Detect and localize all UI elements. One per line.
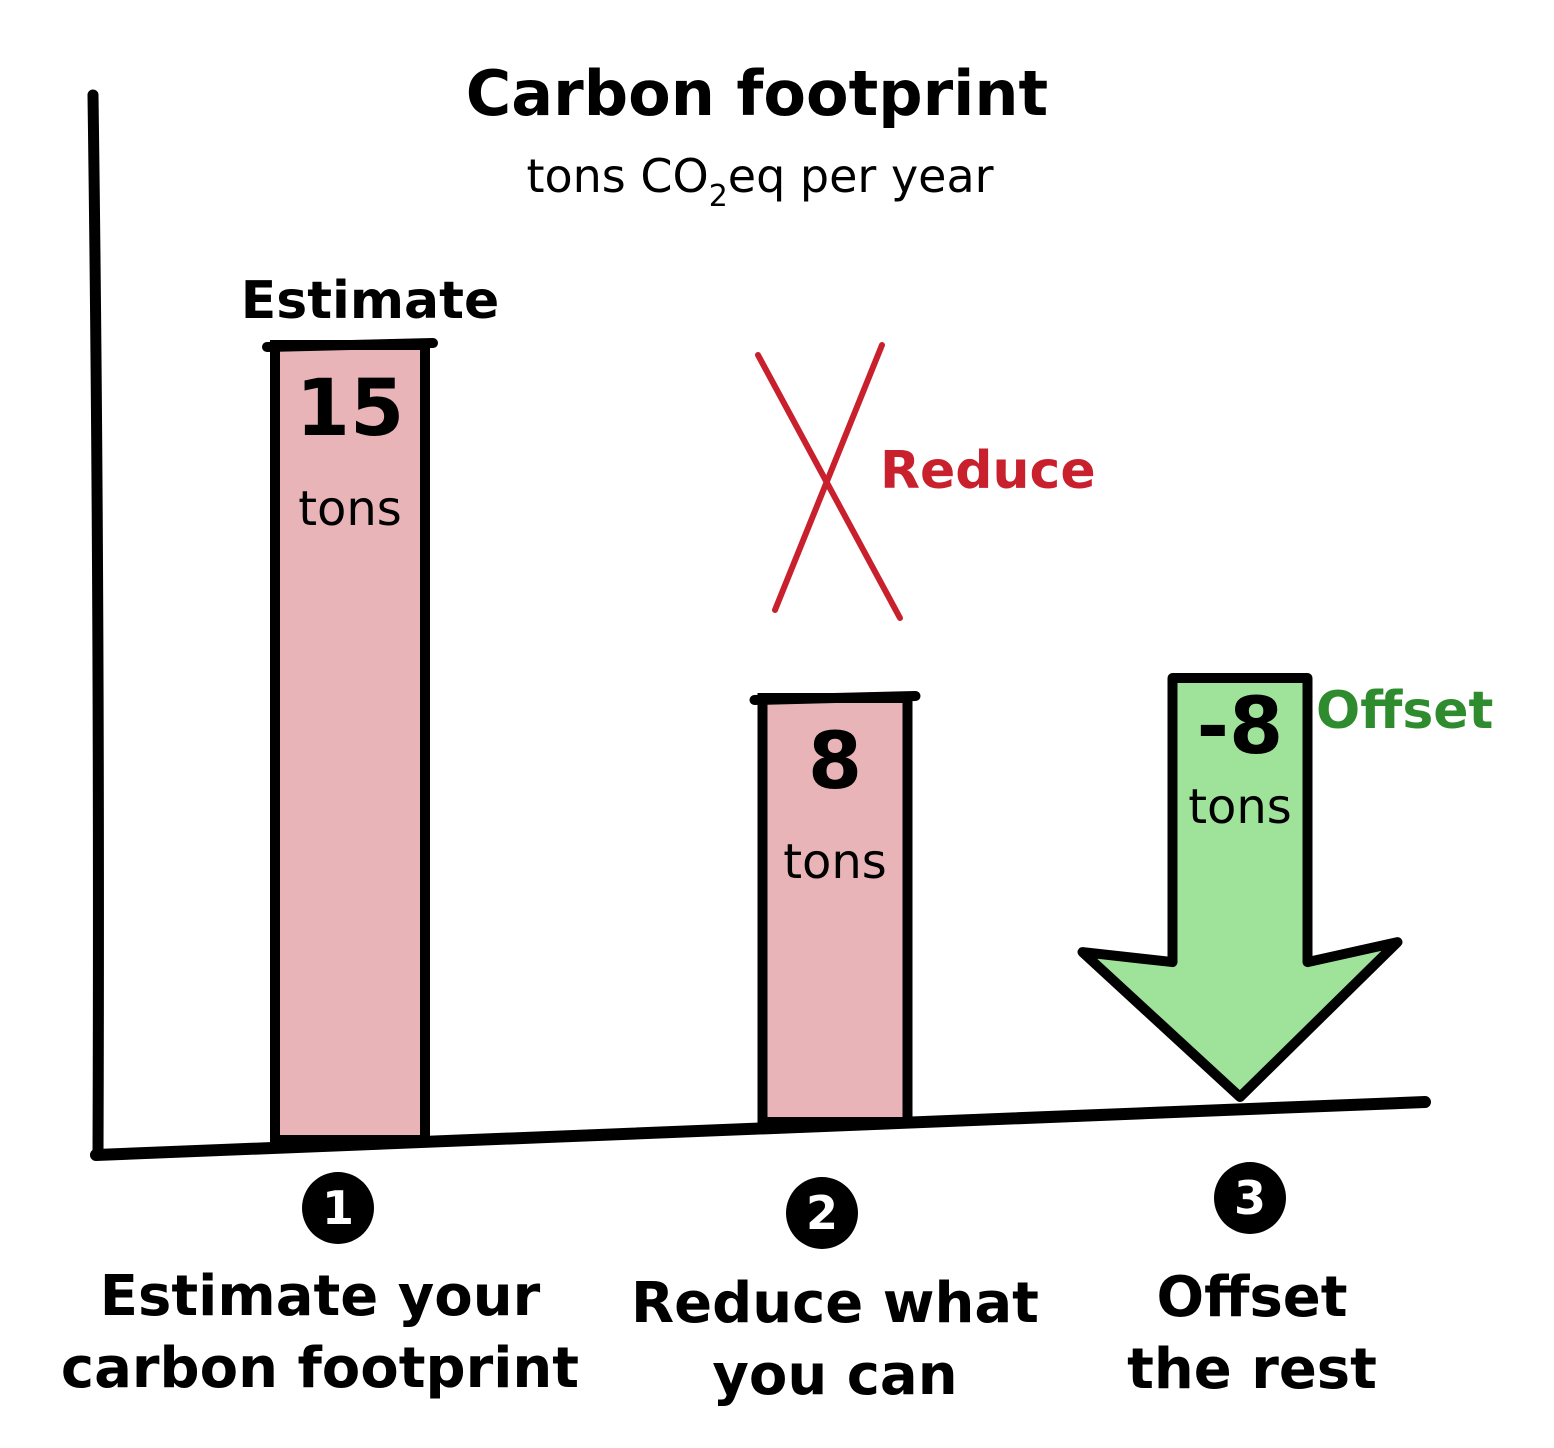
chart-title: Carbon footprint xyxy=(466,57,1048,130)
bar-2-cap xyxy=(749,691,921,705)
x-axis-line xyxy=(90,1096,1431,1161)
chart-axes xyxy=(87,89,1431,1161)
chart-subtitle: tons CO2eq per year xyxy=(526,149,993,214)
offset-arrow xyxy=(1077,673,1403,1102)
step-badge-1-number: 1 xyxy=(322,1181,354,1235)
reduce-annotation: Reduce xyxy=(880,441,1096,501)
step-caption-2-line-2: you can xyxy=(712,1343,957,1408)
bar-1-unit-label: tons xyxy=(298,481,402,537)
chart-marks xyxy=(262,338,1403,1145)
step-badge-3-number: 3 xyxy=(1234,1171,1266,1225)
chart-labels: 15 tons 8 tons -8 tons Estimate Reduce Offset 1 Es… xyxy=(61,271,1493,1408)
bar-1-value-label: 15 xyxy=(296,364,405,454)
reduce-cross-stroke-1 xyxy=(755,352,903,621)
bar-2-unit-label: tons xyxy=(783,834,887,890)
bar-3-unit-label: tons xyxy=(1188,779,1292,835)
offset-annotation: Offset xyxy=(1316,681,1493,741)
step-badge-2 xyxy=(786,1177,858,1249)
bar-3-value-label: -8 xyxy=(1197,682,1284,772)
step-caption-1-line-2: carbon footprint xyxy=(61,1336,579,1401)
step-caption-3-line-1: Offset xyxy=(1156,1265,1347,1330)
step-badge-1 xyxy=(302,1172,374,1244)
y-axis-line xyxy=(87,89,104,1161)
step-caption-1-line-1: Estimate your xyxy=(100,1264,541,1329)
estimate-annotation: Estimate xyxy=(241,271,500,331)
step-caption-2-line-1: Reduce what xyxy=(631,1271,1039,1336)
step-badge-2-number: 2 xyxy=(806,1186,838,1240)
bar-1 xyxy=(270,340,430,1145)
bar-2-value-label: 8 xyxy=(808,717,862,807)
step-caption-3-line-2: the rest xyxy=(1127,1337,1377,1402)
bar-1-cap xyxy=(262,338,438,352)
reduce-cross-stroke-2 xyxy=(772,342,885,613)
step-badge-3 xyxy=(1214,1162,1286,1234)
